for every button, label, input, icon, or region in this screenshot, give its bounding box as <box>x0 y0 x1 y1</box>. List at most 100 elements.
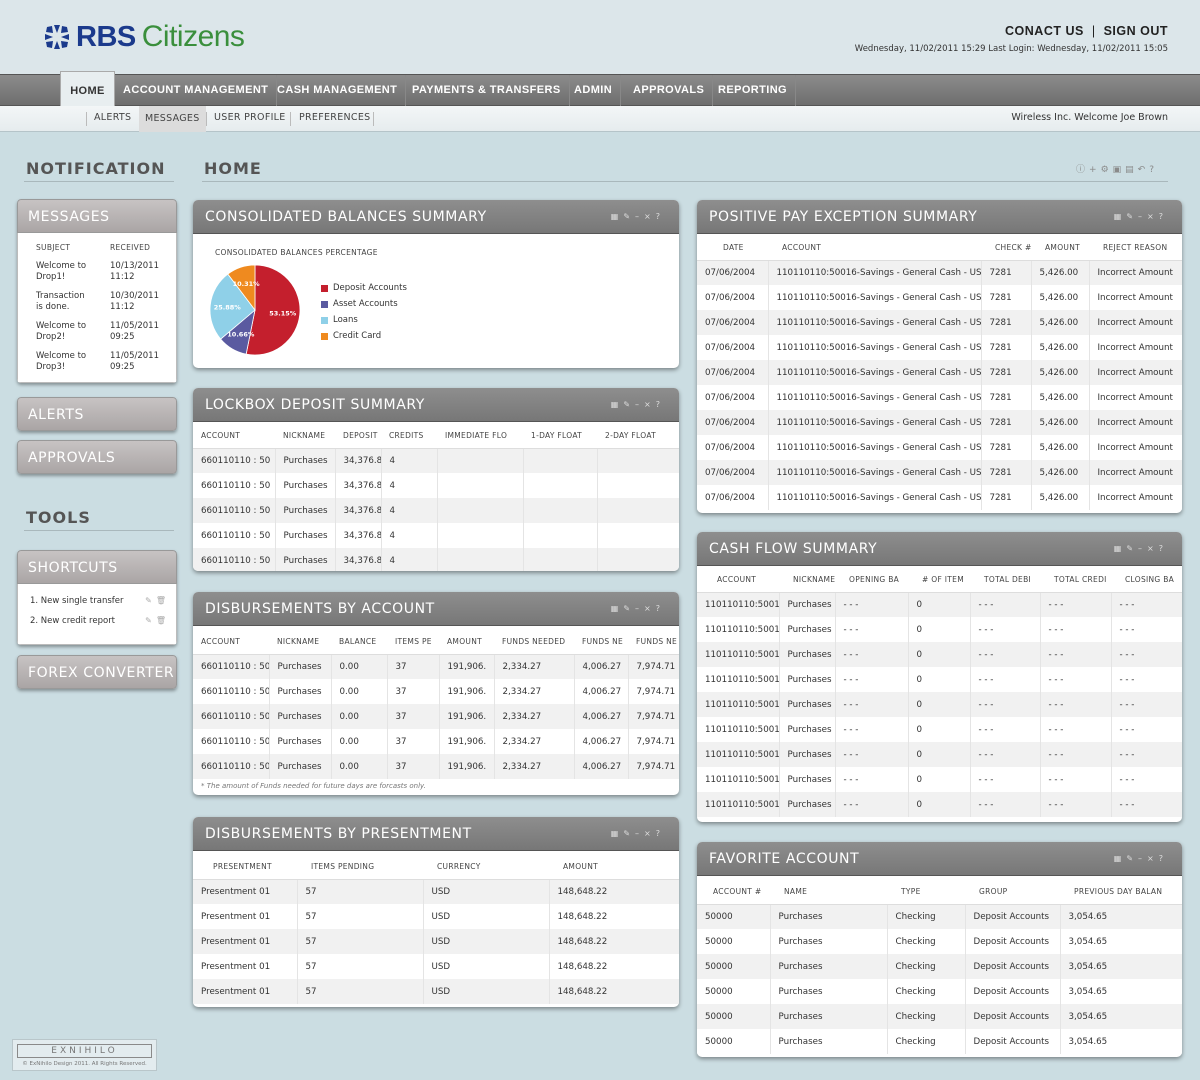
minimize-icon[interactable]: – <box>635 212 645 221</box>
column-header[interactable]: ITEMS PE <box>387 630 439 655</box>
settings-icon[interactable]: ▦ <box>610 604 624 613</box>
alerts-header[interactable]: ALERTS <box>17 397 177 431</box>
info-icon[interactable]: ⓘ <box>1076 165 1090 175</box>
nav-account-management[interactable]: ACCOUNT MANAGEMENT <box>115 75 278 106</box>
delete-icon[interactable]: 🗑 <box>155 596 170 605</box>
table-row[interactable]: 660110110 : 50 Purchases 0.00 37 191,906. 2,3… <box>193 704 679 729</box>
wrench-icon[interactable]: ✎ <box>623 604 636 613</box>
pie-slice[interactable] <box>245 264 301 356</box>
column-header[interactable]: ITEMS PENDING <box>297 855 423 880</box>
column-header[interactable]: 2-DAY FLOAT <box>597 424 679 449</box>
table-row[interactable]: 07/06/2004 110110110:50016-Savings - Gene… <box>697 310 1182 335</box>
minimize-icon[interactable]: – <box>1138 212 1148 221</box>
column-header[interactable]: TOTAL CREDI <box>1040 568 1111 593</box>
table-row[interactable]: 07/06/2004 110110110:50016-Savings - Gene… <box>697 285 1182 310</box>
messages-header[interactable]: MESSAGES <box>17 199 177 233</box>
subnav-alerts[interactable]: ALERTS <box>94 112 132 123</box>
table-row[interactable]: 50000 Purchases Checking Deposit Accounts 3,… <box>697 1004 1182 1029</box>
close-icon[interactable]: × <box>644 829 656 838</box>
table-row[interactable]: 110110110:5001 Purchases - - -0- - -- - --… <box>697 592 1182 617</box>
shortcut-item[interactable]: 1. New single transfer ✎🗑 <box>30 596 170 616</box>
column-header[interactable]: NICKNAME <box>269 630 331 655</box>
settings-icon[interactable]: ▦ <box>1113 854 1127 863</box>
table-row[interactable]: 110110110:5001 Purchases - - -0- - -- - --… <box>697 767 1182 792</box>
column-header[interactable]: AMOUNT <box>549 855 679 880</box>
nav-payments-transfers[interactable]: PAYMENTS & TRANSFERS <box>402 75 570 106</box>
table-row[interactable]: 07/06/2004 110110110:50016-Savings - Gene… <box>697 460 1182 485</box>
minimize-icon[interactable]: – <box>1138 854 1148 863</box>
table-row[interactable]: 660110110 : 50 Purchases 0.00 37 191,906. 2,3… <box>193 679 679 704</box>
table-row[interactable]: 110110110:5001 Purchases - - -0- - -- - --… <box>697 742 1182 767</box>
column-header[interactable]: ACCOUNT <box>193 424 275 449</box>
table-row[interactable]: 07/06/2004 110110110:50016-Savings - Gene… <box>697 485 1182 510</box>
wrench-icon[interactable]: ✎ <box>623 829 636 838</box>
close-icon[interactable]: × <box>644 400 656 409</box>
help-icon[interactable]: ? <box>655 400 665 409</box>
help-icon[interactable]: ? <box>1158 544 1168 553</box>
shortcuts-header[interactable]: SHORTCUTS <box>17 550 177 584</box>
image-icon[interactable]: ▣ <box>1112 165 1126 175</box>
column-header[interactable]: DATE <box>697 236 768 261</box>
wrench-icon[interactable]: ✎ <box>1126 544 1139 553</box>
settings-icon[interactable]: ▦ <box>610 212 624 221</box>
column-header[interactable]: FUNDS NE <box>574 630 628 655</box>
table-row[interactable]: 50000 Purchases Checking Deposit Accounts 3,… <box>697 929 1182 954</box>
table-row[interactable]: 07/06/2004 110110110:50016-Savings - Gene… <box>697 385 1182 410</box>
column-header[interactable]: NICKNAME <box>275 424 335 449</box>
column-header[interactable]: ACCOUNT <box>768 236 981 261</box>
close-icon[interactable]: × <box>1147 854 1159 863</box>
contact-us-link[interactable]: CONACT US <box>1005 24 1084 38</box>
message-row[interactable]: Welcome to Drop3! 11/05/2011 09:25 <box>36 348 168 378</box>
column-header[interactable]: TYPE <box>887 880 965 905</box>
column-header[interactable]: ACCOUNT <box>697 568 779 593</box>
close-icon[interactable]: × <box>1147 212 1159 221</box>
subnav-user-profile[interactable]: USER PROFILE <box>214 112 286 123</box>
minimize-icon[interactable]: – <box>1138 544 1148 553</box>
forex-header[interactable]: FOREX CONVERTER <box>17 655 177 689</box>
subnav-preferences[interactable]: PREFERENCES <box>299 112 371 123</box>
minimize-icon[interactable]: – <box>635 400 645 409</box>
message-row[interactable]: Welcome to Drop1! 10/13/2011 11:12 <box>36 258 168 288</box>
table-row[interactable]: 50000 Purchases Checking Deposit Accounts 3,… <box>697 954 1182 979</box>
help-icon[interactable]: ? <box>655 829 665 838</box>
column-header[interactable]: AMOUNT <box>439 630 494 655</box>
table-row[interactable]: 110110110:5001 Purchases - - -0- - -- - --… <box>697 642 1182 667</box>
column-header[interactable]: TOTAL DEBI <box>970 568 1040 593</box>
column-header[interactable]: PRESENTMENT <box>193 855 297 880</box>
table-row[interactable]: 07/06/2004 110110110:50016-Savings - Gene… <box>697 335 1182 360</box>
close-icon[interactable]: × <box>644 604 656 613</box>
column-header[interactable]: REJECT REASON <box>1089 236 1182 261</box>
column-header[interactable]: # OF ITEM <box>908 568 970 593</box>
close-icon[interactable]: × <box>644 212 656 221</box>
message-row[interactable]: Welcome to Drop2! 11/05/2011 09:25 <box>36 318 168 348</box>
add-icon[interactable]: + <box>1089 165 1101 175</box>
settings-icon[interactable]: ▦ <box>1113 212 1127 221</box>
table-row[interactable]: Presentment 01 57 USD 148,648.22 <box>193 929 679 954</box>
table-row[interactable]: 110110110:5001 Purchases - - -0- - -- - --… <box>697 692 1182 717</box>
column-header[interactable]: PREVIOUS DAY BALAN <box>1060 880 1182 905</box>
settings-icon[interactable]: ▦ <box>610 829 624 838</box>
help-icon[interactable]: ? <box>1158 212 1168 221</box>
table-row[interactable]: Presentment 01 57 USD 148,648.22 <box>193 904 679 929</box>
close-icon[interactable]: × <box>1147 544 1159 553</box>
nav-cash-management[interactable]: CASH MANAGEMENT <box>269 75 407 106</box>
shortcut-label[interactable]: 2. New credit report <box>30 616 116 626</box>
column-header[interactable]: CREDITS <box>381 424 437 449</box>
table-row[interactable]: 07/06/2004 110110110:50016-Savings - Gene… <box>697 435 1182 460</box>
column-header[interactable]: NAME <box>770 880 887 905</box>
table-row[interactable]: 50000 Purchases Checking Deposit Accounts 3,… <box>697 979 1182 1004</box>
help-icon[interactable]: ? <box>655 212 665 221</box>
table-row[interactable]: 50000 Purchases Checking Deposit Accounts 3,… <box>697 904 1182 929</box>
edit-icon[interactable]: ✎ <box>145 616 156 625</box>
shortcut-item[interactable]: 2. New credit report ✎🗑 <box>30 616 170 636</box>
column-header[interactable]: ACCOUNT <box>193 630 269 655</box>
column-header[interactable]: OPENING BA <box>835 568 908 593</box>
table-row[interactable]: Presentment 01 57 USD 148,648.22 <box>193 879 679 904</box>
nav-admin[interactable]: ADMIN <box>566 75 622 106</box>
column-header[interactable]: ACCOUNT # <box>697 880 770 905</box>
column-header[interactable]: AMOUNT <box>1031 236 1089 261</box>
